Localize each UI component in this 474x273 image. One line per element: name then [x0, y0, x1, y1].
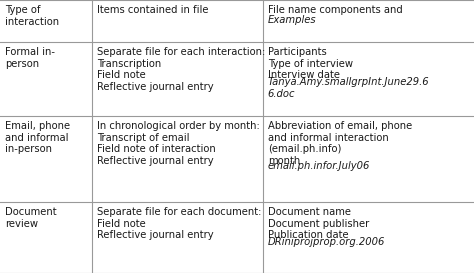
Text: DRiniprojprop.org.2006: DRiniprojprop.org.2006 — [268, 237, 385, 247]
Text: Items contained in file: Items contained in file — [97, 5, 209, 15]
Text: Abbreviation of email, phone
and informal interaction
(email.ph.info)
month: Abbreviation of email, phone and informa… — [268, 121, 412, 166]
Text: Tanya.Amy.smallgrpInt.June29.6
6.doc: Tanya.Amy.smallgrpInt.June29.6 6.doc — [268, 77, 429, 99]
Text: Type of
interaction: Type of interaction — [5, 5, 59, 26]
Text: File name components and: File name components and — [268, 5, 402, 15]
Text: Separate file for each document:
Field note
Reflective journal entry: Separate file for each document: Field n… — [97, 207, 262, 240]
Text: Formal in-
person: Formal in- person — [5, 47, 55, 69]
Text: Document
review: Document review — [5, 207, 56, 229]
Text: Participants
Type of interview
Interview date: Participants Type of interview Interview… — [268, 47, 353, 81]
Text: Email, phone
and informal
in-person: Email, phone and informal in-person — [5, 121, 70, 154]
Text: email.ph.infor.July06: email.ph.infor.July06 — [268, 161, 370, 171]
Text: Separate file for each interaction:
Transcription
Field note
Reflective journal : Separate file for each interaction: Tran… — [97, 47, 265, 92]
Text: Examples: Examples — [268, 15, 317, 25]
Text: Document name
Document publisher
Publication date: Document name Document publisher Publica… — [268, 207, 369, 240]
Text: In chronological order by month:
Transcript of email
Field note of interaction
R: In chronological order by month: Transcr… — [97, 121, 260, 166]
